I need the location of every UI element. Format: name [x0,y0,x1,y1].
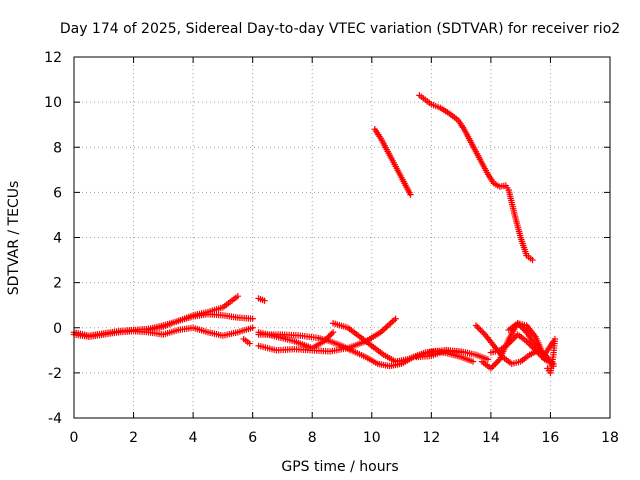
data-point [520,326,527,333]
series-arc-q [371,126,414,198]
x-tick-label: 6 [248,430,257,446]
data-point [249,315,256,322]
data-point [532,342,539,349]
data-point [510,335,517,343]
series-arc-o [505,320,557,359]
y-tick-label: -2 [48,366,62,382]
chart-title: Day 174 of 2025, Sidereal Day-to-day VTE… [60,21,620,37]
data-point [329,329,337,336]
data-point [490,362,498,369]
y-tick-label: -4 [48,411,62,427]
data-point [392,315,399,322]
data-point [492,360,499,368]
x-tick-label: 0 [70,430,79,446]
data-point [478,328,486,335]
x-tick-label: 14 [482,430,500,446]
series-arc-p [544,335,559,377]
data-point [523,338,530,345]
x-tick-label: 4 [189,430,198,446]
data-point [407,191,414,198]
data-point [529,256,536,264]
axes: 0 2 4 6 8 10 12 14 16 18 -4 -2 0 2 4 6 8 10 12 [44,50,619,446]
data-point [234,292,241,300]
data-point [517,323,524,330]
data-point [507,338,514,346]
y-axis-label: SDTVAR / TECUs [6,181,22,296]
x-tick-label: 2 [129,430,138,446]
data-point [508,337,515,344]
data-point [551,335,559,343]
series-arc-c [145,292,241,334]
x-tick-label: 16 [542,430,560,446]
data-point [524,339,532,346]
data-point [518,324,526,331]
data-point [505,340,512,347]
data-point [249,324,256,331]
y-tick-label: 8 [53,140,62,156]
data-point [472,322,480,329]
data-point [484,356,492,363]
data-point [515,321,523,328]
data-point [475,325,483,332]
y-tick-label: 10 [44,95,62,111]
data-point [328,330,335,337]
series-arc-h [255,331,355,354]
x-tick-label: 12 [422,430,440,446]
y-tick-label: 6 [53,185,62,201]
series-arc-d [240,335,253,347]
data-point [538,348,545,356]
data-point [493,359,501,366]
series-arc-k [413,347,492,363]
x-tick-label: 8 [308,430,317,446]
data-point [326,332,334,339]
data-point [533,344,541,351]
data-point [511,334,518,341]
data-point [487,365,495,372]
y-tick-label: 0 [53,321,62,337]
data-point [514,320,521,327]
x-tick-label: 10 [363,430,381,446]
data-point [521,327,529,334]
data-point [474,323,481,331]
x-axis-label: GPS time / hours [281,459,398,475]
data-point [469,358,477,365]
data-point [536,347,544,354]
y-tick-label: 2 [53,276,62,292]
data-point [480,329,487,337]
data-point [535,345,542,353]
data-point [261,297,268,304]
data-point [495,357,502,365]
series-arc-r [416,92,536,264]
y-tick-label: 12 [44,50,62,66]
x-tick-label: 18 [601,430,619,446]
data-point [489,363,496,371]
series-arc-e [255,295,268,304]
y-tick-label: 4 [53,231,62,247]
data-point [246,340,253,347]
data-point [477,326,484,334]
data-layer [70,92,559,377]
